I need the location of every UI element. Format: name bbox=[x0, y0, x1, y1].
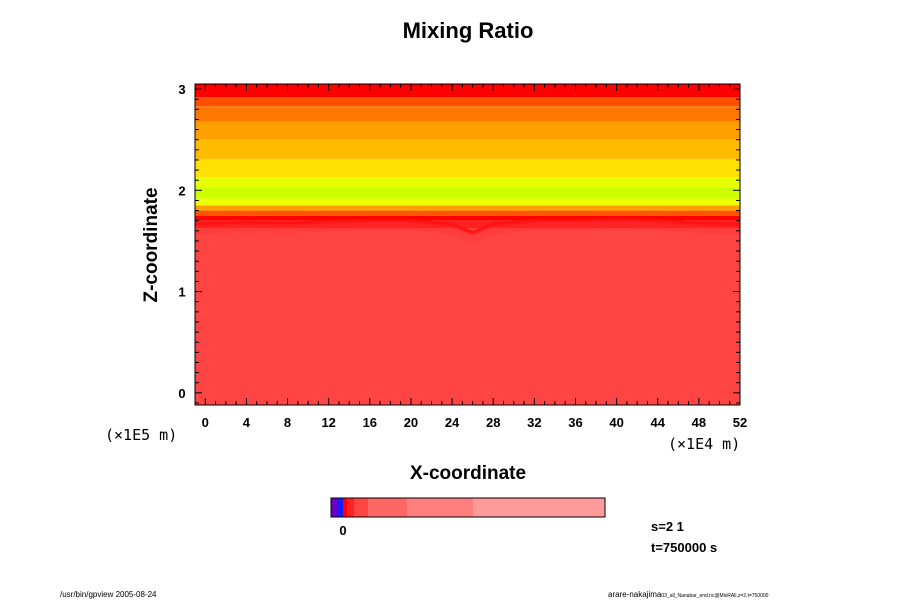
colorbar-swatch bbox=[407, 498, 473, 517]
x-tick-label: 40 bbox=[609, 415, 623, 430]
footer-right: arare-nakajima03_all_Nanabar_end.nc@MixR… bbox=[608, 590, 769, 599]
x-tick-label: 20 bbox=[404, 415, 418, 430]
field-layer-5 bbox=[195, 205, 740, 211]
colorbar bbox=[330, 497, 606, 518]
x-axis-label: X-coordinate bbox=[410, 463, 526, 484]
field-layer-4 bbox=[195, 210, 740, 216]
x-tick-label: 16 bbox=[363, 415, 377, 430]
field-layer-6 bbox=[195, 198, 740, 206]
footer-right-main: arare-nakajima bbox=[608, 590, 662, 599]
footer-left: /usr/bin/gpview 2005-08-24 bbox=[60, 590, 157, 599]
y-tick-label: 1 bbox=[178, 285, 185, 300]
colorbar-swatch bbox=[347, 498, 354, 517]
x-tick-label: 28 bbox=[486, 415, 500, 430]
colorbar-swatch bbox=[331, 498, 338, 517]
x-tick-label: 48 bbox=[692, 415, 706, 430]
mixing-ratio-field bbox=[195, 84, 740, 405]
interface-line bbox=[195, 217, 740, 236]
plot-area bbox=[194, 83, 741, 406]
interface-shadow bbox=[195, 220, 740, 243]
chart-title: Mixing Ratio bbox=[403, 18, 534, 43]
field-layer-2 bbox=[195, 220, 740, 229]
plot-frame bbox=[194, 83, 741, 406]
field-layer-8 bbox=[195, 177, 740, 188]
y-tick-label: 2 bbox=[178, 183, 185, 198]
y-tick-label: 0 bbox=[178, 386, 185, 401]
x-unit-label: (×1E4 m) bbox=[668, 435, 740, 453]
colorbar-swatch bbox=[368, 498, 407, 517]
field-layer-3 bbox=[195, 215, 740, 221]
field-layer-14 bbox=[195, 84, 740, 98]
x-axis: 0 4 8 12 16 20 24 28 32 36 40 44 48 52 bbox=[194, 84, 747, 430]
colorbar-swatch bbox=[354, 498, 368, 517]
colorbar-frame bbox=[330, 497, 606, 518]
x-tick-label: 32 bbox=[527, 415, 541, 430]
y-axis-label: Z-coordinate bbox=[141, 187, 162, 302]
colorbar-swatch bbox=[473, 498, 605, 517]
field-layer-11 bbox=[195, 121, 740, 140]
x-tick-label: 0 bbox=[202, 415, 209, 430]
x-tick-label: 44 bbox=[651, 415, 666, 430]
field-layer-12 bbox=[195, 106, 740, 122]
field-layer-10 bbox=[195, 139, 740, 159]
x-tick-label: 12 bbox=[321, 415, 335, 430]
y-unit-label: (×1E5 m) bbox=[105, 426, 177, 444]
colorbar-label: 0 bbox=[339, 523, 346, 538]
x-tick-label: 52 bbox=[733, 415, 747, 430]
step-annotation: s=2 1 bbox=[651, 519, 684, 534]
y-tick-label: 3 bbox=[178, 82, 185, 97]
footer-right-small: 03_all_Nanabar_end.nc@MixRAll,z=2,t=7500… bbox=[661, 593, 768, 599]
x-tick-label: 8 bbox=[284, 415, 291, 430]
colorbar-swatch bbox=[343, 498, 347, 517]
x-tick-label: 4 bbox=[243, 415, 251, 430]
y-axis: 0 1 2 3 bbox=[178, 82, 740, 404]
field-layer-13 bbox=[195, 97, 740, 107]
field-layer-7 bbox=[195, 187, 740, 199]
colorbar-swatch bbox=[338, 498, 343, 517]
time-annotation: t=750000 s bbox=[651, 540, 717, 555]
field-layer-9 bbox=[195, 158, 740, 178]
x-tick-label: 36 bbox=[568, 415, 582, 430]
field-layer-1 bbox=[195, 228, 740, 405]
x-tick-label: 24 bbox=[445, 415, 460, 430]
